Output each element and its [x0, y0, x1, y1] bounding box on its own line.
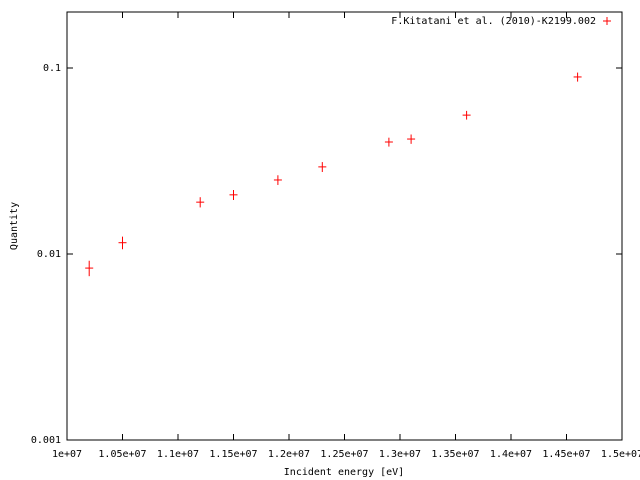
y-tick-label: 0.001 [31, 435, 61, 446]
x-tick-label: 1e+07 [52, 449, 82, 460]
x-tick-label: 1.3e+07 [379, 449, 421, 460]
x-tick-label: 1.35e+07 [431, 449, 479, 460]
x-axis-label: Incident energy [eV] [284, 467, 404, 478]
y-axis-label: Quantity [9, 202, 20, 250]
x-tick-label: 1.05e+07 [98, 449, 146, 460]
x-tick-label: 1.1e+07 [157, 449, 199, 460]
legend-label: F.Kitatani et al. (2010)-K2199.002 [391, 16, 596, 27]
y-tick-label: 0.1 [43, 63, 61, 74]
x-tick-label: 1.25e+07 [320, 449, 368, 460]
x-tick-label: 1.2e+07 [268, 449, 310, 460]
x-tick-label: 1.45e+07 [542, 449, 590, 460]
x-tick-label: 1.15e+07 [209, 449, 257, 460]
x-tick-label: 1.4e+07 [490, 449, 532, 460]
y-tick-label: 0.01 [37, 249, 61, 260]
plot-frame [66, 11, 623, 441]
x-tick-label: 1.5e+07 [601, 449, 640, 460]
